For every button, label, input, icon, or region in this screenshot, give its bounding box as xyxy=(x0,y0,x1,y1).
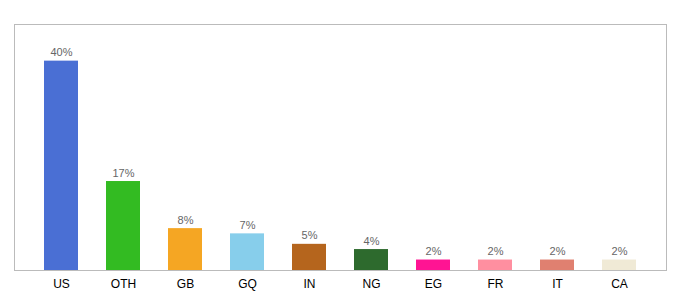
svg-text:CA: CA xyxy=(611,277,628,291)
svg-text:40%: 40% xyxy=(50,46,72,58)
svg-text:2%: 2% xyxy=(550,245,566,257)
svg-text:IT: IT xyxy=(552,277,563,291)
svg-text:IN: IN xyxy=(304,277,316,291)
svg-text:EG: EG xyxy=(425,277,442,291)
svg-text:17%: 17% xyxy=(112,167,134,179)
svg-text:4%: 4% xyxy=(364,235,380,247)
svg-text:8%: 8% xyxy=(178,214,194,226)
svg-text:7%: 7% xyxy=(240,219,256,231)
svg-text:OTH: OTH xyxy=(111,277,136,291)
svg-text:GQ: GQ xyxy=(238,277,257,291)
svg-text:US: US xyxy=(53,277,70,291)
svg-text:2%: 2% xyxy=(612,245,628,257)
svg-text:NG: NG xyxy=(363,277,381,291)
svg-text:5%: 5% xyxy=(302,229,318,241)
svg-text:2%: 2% xyxy=(426,245,442,257)
svg-text:FR: FR xyxy=(488,277,504,291)
svg-text:2%: 2% xyxy=(488,245,504,257)
svg-text:GB: GB xyxy=(177,277,194,291)
